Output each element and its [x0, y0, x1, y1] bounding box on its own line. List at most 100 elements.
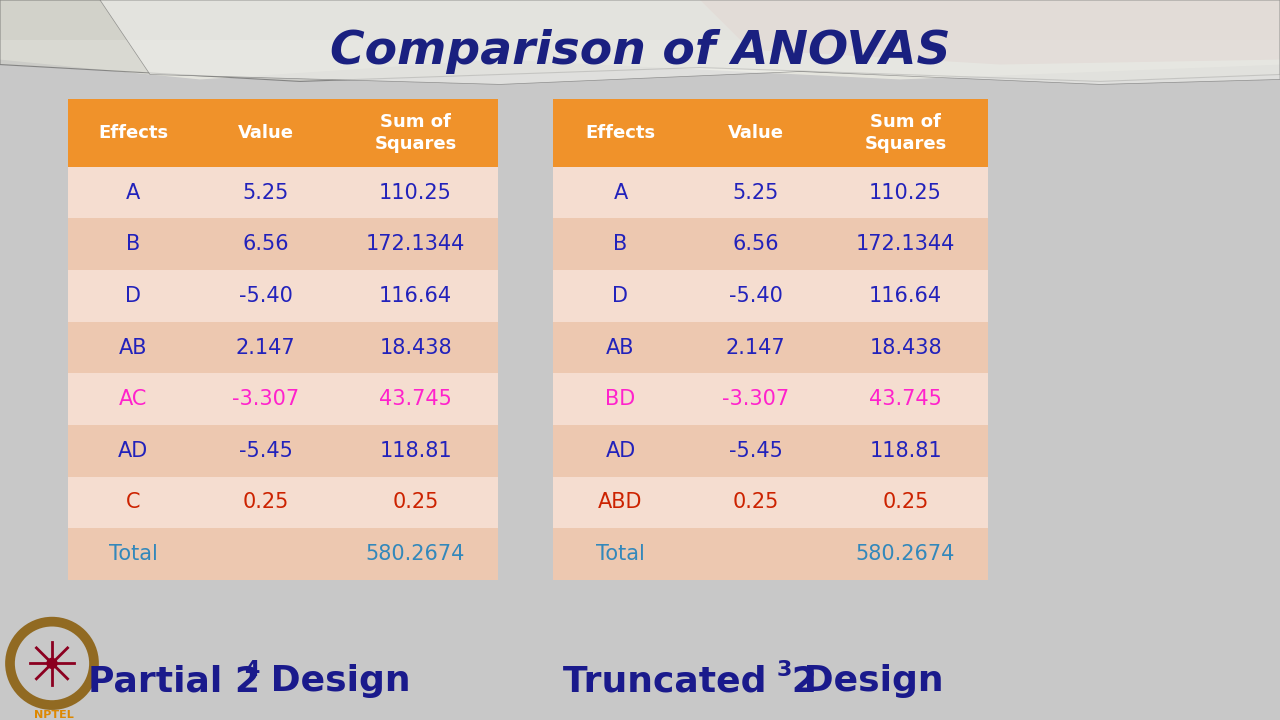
- Text: 0.25: 0.25: [242, 492, 289, 513]
- Text: -5.45: -5.45: [728, 441, 782, 461]
- Bar: [823, 322, 988, 374]
- Bar: [823, 218, 988, 270]
- Text: 110.25: 110.25: [379, 183, 452, 202]
- Bar: [68, 99, 198, 167]
- Text: 43.745: 43.745: [379, 390, 452, 409]
- Bar: [68, 218, 198, 270]
- Bar: [553, 167, 689, 218]
- Bar: [553, 374, 689, 425]
- Text: 5.25: 5.25: [732, 183, 778, 202]
- Bar: [689, 270, 823, 322]
- Bar: [689, 99, 823, 167]
- Text: 6.56: 6.56: [732, 234, 778, 254]
- Text: Design: Design: [791, 665, 943, 698]
- Text: 118.81: 118.81: [869, 441, 942, 461]
- Text: AB: AB: [119, 338, 147, 358]
- Text: 0.25: 0.25: [732, 492, 778, 513]
- Text: AD: AD: [118, 441, 148, 461]
- Text: 118.81: 118.81: [379, 441, 452, 461]
- Text: 43.745: 43.745: [869, 390, 942, 409]
- Bar: [198, 322, 333, 374]
- Bar: [333, 374, 498, 425]
- Text: -5.40: -5.40: [238, 286, 292, 306]
- Polygon shape: [0, 0, 1280, 79]
- Text: 172.1344: 172.1344: [366, 234, 465, 254]
- Bar: [823, 270, 988, 322]
- Text: 18.438: 18.438: [869, 338, 942, 358]
- Bar: [689, 425, 823, 477]
- Bar: [198, 374, 333, 425]
- Bar: [333, 528, 498, 580]
- Bar: [198, 425, 333, 477]
- Bar: [823, 167, 988, 218]
- Text: 110.25: 110.25: [869, 183, 942, 202]
- Bar: [553, 528, 689, 580]
- Text: 6.56: 6.56: [242, 234, 289, 254]
- Text: Effects: Effects: [585, 124, 655, 142]
- Bar: [689, 322, 823, 374]
- Text: -5.45: -5.45: [238, 441, 292, 461]
- Text: Sum of
Squares: Sum of Squares: [864, 113, 947, 153]
- Bar: [333, 218, 498, 270]
- Bar: [198, 218, 333, 270]
- Circle shape: [47, 658, 58, 668]
- Polygon shape: [0, 0, 1280, 81]
- Bar: [553, 425, 689, 477]
- Bar: [68, 167, 198, 218]
- Bar: [198, 167, 333, 218]
- Bar: [198, 99, 333, 167]
- Text: ABD: ABD: [598, 492, 643, 513]
- Polygon shape: [100, 0, 1280, 84]
- Text: 0.25: 0.25: [392, 492, 439, 513]
- Text: D: D: [125, 286, 141, 306]
- Bar: [68, 528, 198, 580]
- Text: 2.147: 2.147: [726, 338, 786, 358]
- Bar: [689, 477, 823, 528]
- Text: 580.2674: 580.2674: [856, 544, 955, 564]
- Bar: [823, 477, 988, 528]
- Text: 18.438: 18.438: [379, 338, 452, 358]
- Bar: [553, 99, 689, 167]
- Bar: [333, 99, 498, 167]
- Text: 5.25: 5.25: [242, 183, 289, 202]
- Text: Value: Value: [727, 124, 783, 142]
- Bar: [68, 425, 198, 477]
- Bar: [68, 477, 198, 528]
- Text: Total: Total: [109, 544, 157, 564]
- Bar: [333, 270, 498, 322]
- Text: 3: 3: [777, 660, 792, 680]
- Text: AC: AC: [119, 390, 147, 409]
- Bar: [333, 167, 498, 218]
- Bar: [198, 528, 333, 580]
- Text: 172.1344: 172.1344: [856, 234, 955, 254]
- Bar: [333, 322, 498, 374]
- Bar: [689, 374, 823, 425]
- Text: Sum of
Squares: Sum of Squares: [374, 113, 457, 153]
- Text: A: A: [125, 183, 140, 202]
- Text: Partial 2: Partial 2: [88, 665, 260, 698]
- Text: AD: AD: [605, 441, 636, 461]
- Bar: [689, 218, 823, 270]
- Bar: [689, 528, 823, 580]
- Text: 116.64: 116.64: [869, 286, 942, 306]
- Text: B: B: [613, 234, 627, 254]
- Bar: [198, 270, 333, 322]
- Text: Effects: Effects: [99, 124, 168, 142]
- Text: C: C: [125, 492, 141, 513]
- Bar: [553, 322, 689, 374]
- Text: Value: Value: [238, 124, 293, 142]
- Text: -3.307: -3.307: [722, 390, 788, 409]
- Text: AB: AB: [607, 338, 635, 358]
- Bar: [823, 99, 988, 167]
- Bar: [553, 270, 689, 322]
- Text: B: B: [125, 234, 140, 254]
- Text: -5.40: -5.40: [728, 286, 782, 306]
- Text: Comparison of ANOVAS: Comparison of ANOVAS: [330, 29, 950, 74]
- Bar: [68, 374, 198, 425]
- Text: Truncated  2: Truncated 2: [563, 665, 817, 698]
- Bar: [198, 477, 333, 528]
- Bar: [823, 425, 988, 477]
- Text: -3.307: -3.307: [232, 390, 300, 409]
- Text: 116.64: 116.64: [379, 286, 452, 306]
- Text: A: A: [613, 183, 627, 202]
